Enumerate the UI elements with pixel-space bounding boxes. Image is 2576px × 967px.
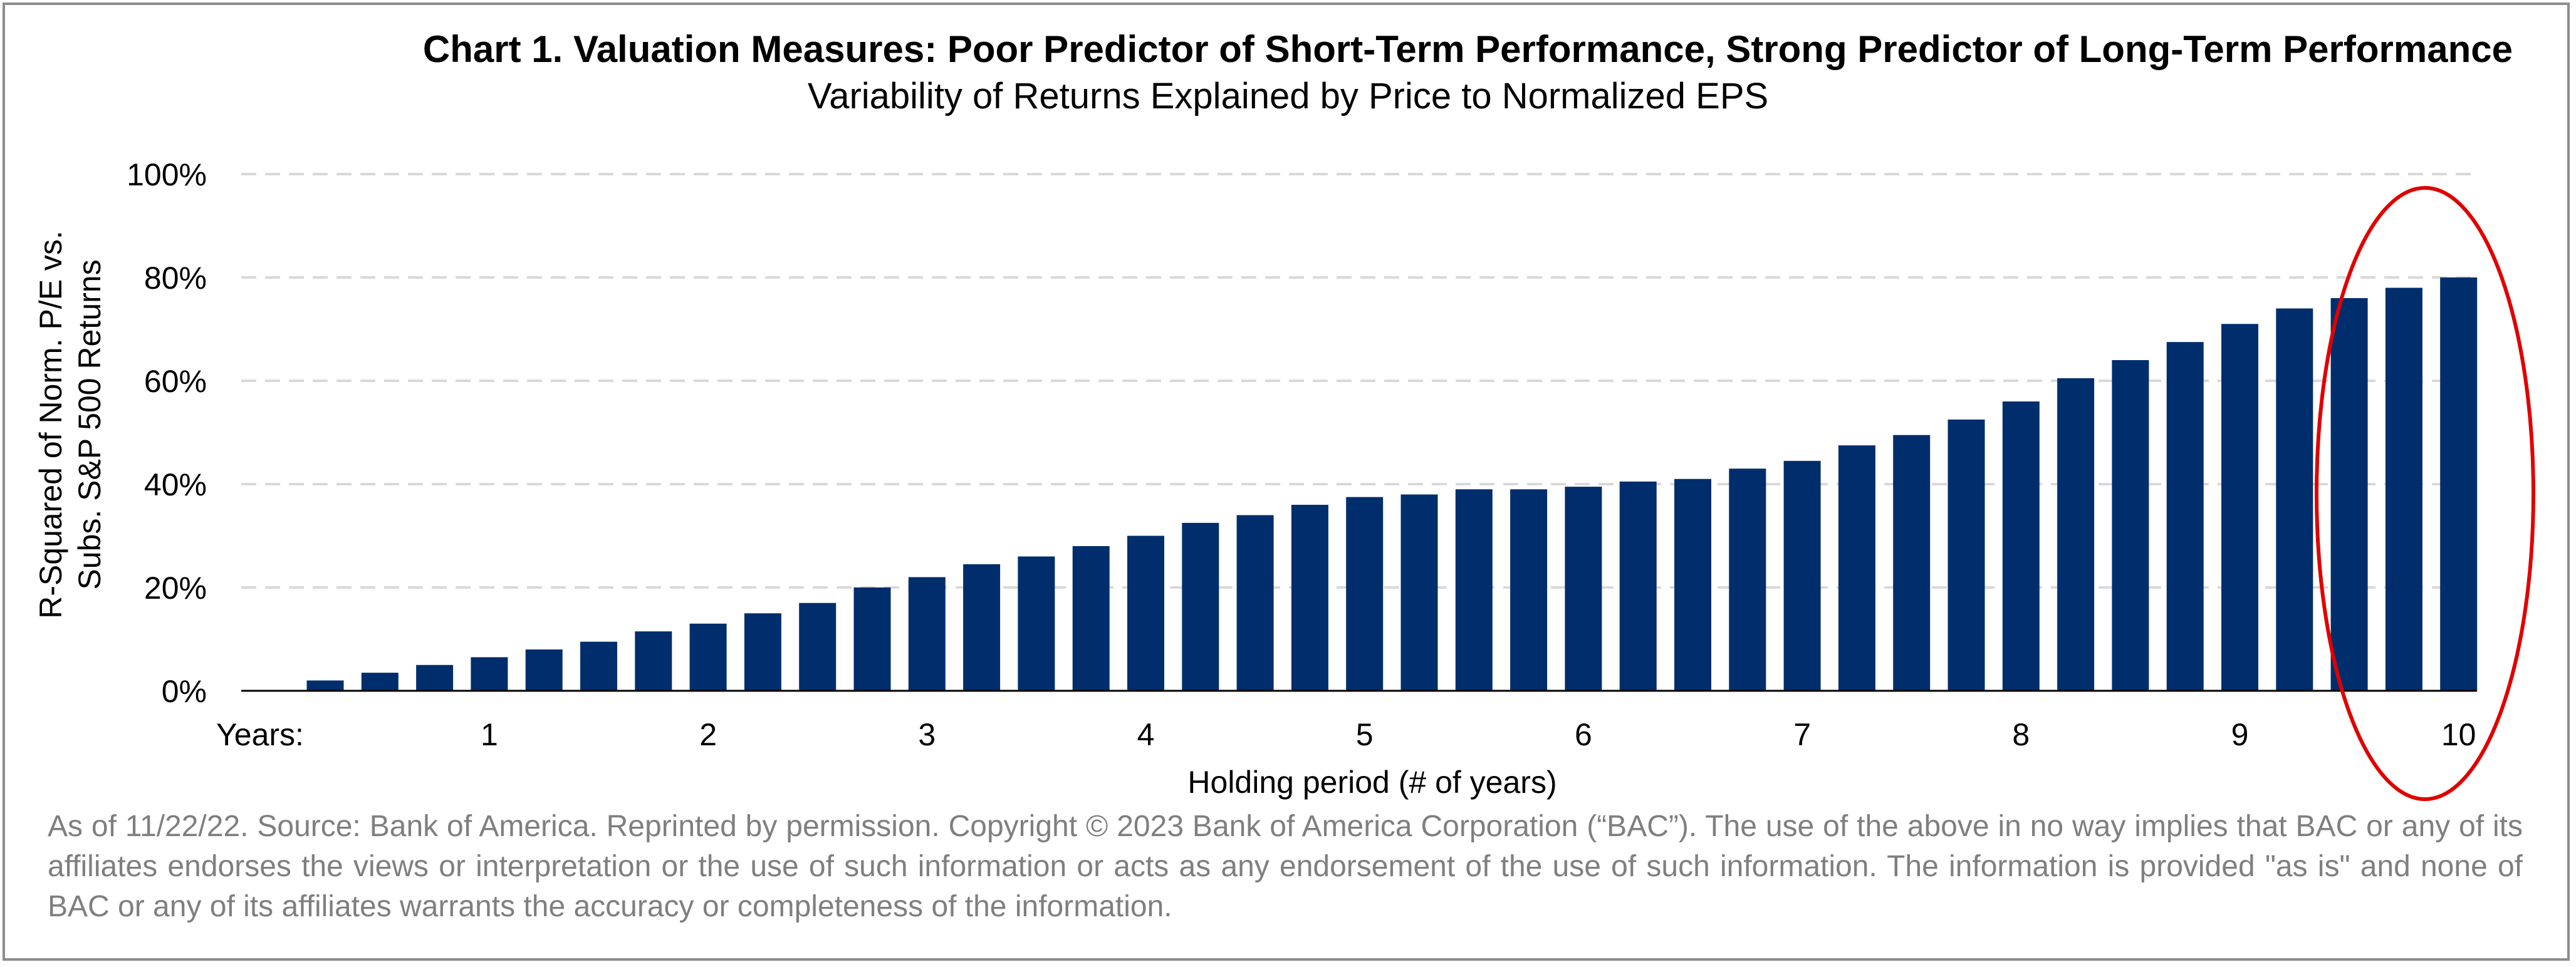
bar: [744, 613, 781, 691]
bar: [525, 649, 563, 691]
bar: [2385, 287, 2422, 691]
bar: [963, 564, 1001, 691]
x-tick-label: 7: [1793, 717, 1811, 752]
x-axis-prefix-label: Years:: [216, 717, 304, 752]
bar: [471, 657, 508, 691]
bar: [1291, 505, 1328, 691]
y-tick-label: 0%: [162, 674, 207, 709]
x-tick-labels: 1 2 3 4 5 6 7 8 9 10: [481, 717, 2476, 752]
bar: [580, 641, 617, 691]
chart-title: Chart 1. Valuation Measures: Poor Predic…: [422, 28, 2513, 70]
bar: [689, 623, 727, 691]
x-tick-label: 6: [1575, 717, 1592, 752]
bar: [2276, 308, 2313, 691]
x-axis-label: Holding period (# of years): [1187, 765, 1557, 800]
bars: [306, 277, 2478, 691]
y-axis-label-line1: R-Squared of Norm. P/E vs.: [33, 230, 68, 619]
bar: [1127, 535, 1164, 691]
bar: [635, 631, 672, 691]
chart-subtitle: Variability of Returns Explained by Pric…: [807, 76, 1769, 116]
y-tick-label: 100%: [127, 157, 207, 192]
bar: [1893, 435, 1931, 691]
bar: [1729, 468, 1766, 691]
bar: [2330, 298, 2368, 691]
bar: [1018, 556, 1055, 691]
x-tick-label: 9: [2231, 717, 2249, 752]
bar: [853, 587, 891, 691]
bar: [1838, 445, 1875, 691]
y-tick-label: 60%: [144, 364, 207, 399]
highlight-ellipse: [2315, 186, 2535, 801]
bar: [799, 602, 837, 691]
gridlines: [241, 173, 2477, 589]
bar: [1072, 546, 1110, 691]
x-tick-label: 5: [1356, 717, 1374, 752]
bar: [416, 664, 454, 691]
bar: [2057, 378, 2095, 691]
x-tick-label: 4: [1137, 717, 1155, 752]
bar: [306, 680, 344, 691]
bar: [1565, 487, 1602, 691]
bar: [2112, 360, 2149, 691]
x-tick-label: 1: [481, 717, 498, 752]
bar: [2440, 277, 2478, 691]
bar: [1674, 478, 1711, 691]
bar: [2221, 324, 2258, 691]
bar: [1783, 460, 1821, 691]
bar: [1948, 419, 1985, 691]
x-tick-label: 2: [699, 717, 717, 752]
bar: [2166, 342, 2204, 691]
y-tick-label: 20%: [144, 571, 207, 606]
bar: [1619, 481, 1657, 691]
x-tick-label: 3: [918, 717, 936, 752]
x-tick-label: 8: [2012, 717, 2030, 752]
bar: [1346, 497, 1384, 691]
bar: [1182, 522, 1219, 691]
y-tick-label: 80%: [144, 261, 207, 296]
bar: [2002, 401, 2040, 691]
source-footnote: As of 11/22/22. Source: Bank of America.…: [48, 810, 2523, 923]
bar: [1236, 515, 1274, 691]
bar: [908, 577, 946, 691]
y-tick-label: 40%: [144, 467, 207, 502]
bar: [361, 673, 399, 691]
bar: [1455, 489, 1493, 691]
bar: [1400, 494, 1438, 691]
y-axis-label-line2: Subs. S&P 500 Returns: [72, 259, 107, 589]
x-tick-label: 10: [2441, 717, 2476, 752]
bar: [1510, 489, 1548, 691]
y-tick-labels: 0% 20% 40% 60% 80% 100%: [127, 157, 207, 709]
